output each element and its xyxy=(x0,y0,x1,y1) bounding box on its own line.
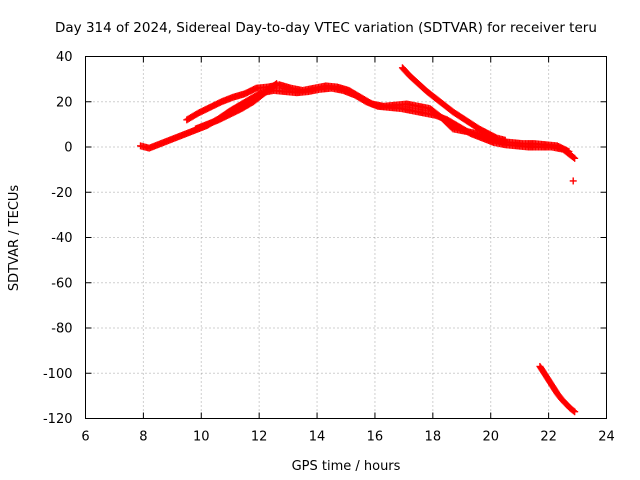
x-tick-label: 12 xyxy=(251,430,268,445)
data-point xyxy=(565,148,573,156)
x-tick-label: 16 xyxy=(367,430,384,445)
y-tick-label: -100 xyxy=(43,367,73,382)
y-axis-label: SDTVAR / TECUs xyxy=(7,185,22,292)
data-point xyxy=(571,408,579,416)
data-point xyxy=(570,407,578,415)
x-tick-label: 18 xyxy=(425,430,442,445)
y-tick-label: -20 xyxy=(51,186,72,201)
axis-ticks: 6 8 10 12 14 16 18 20 22 24 -120 -100 -80 -60 -40 -20 0 2… xyxy=(43,50,615,445)
x-tick-label: 24 xyxy=(598,430,615,445)
x-tick-label: 8 xyxy=(139,430,147,445)
data-point xyxy=(570,153,578,161)
x-axis-label: GPS time / hours xyxy=(292,459,401,474)
x-tick-label: 20 xyxy=(482,430,499,445)
data-point xyxy=(571,154,579,162)
plot-frame xyxy=(85,56,607,419)
y-tick-label: 0 xyxy=(64,141,72,156)
x-tick-label: 14 xyxy=(309,430,326,445)
data-points xyxy=(136,64,579,416)
x-tick-label: 10 xyxy=(193,430,210,445)
data-point xyxy=(273,80,281,88)
y-tick-label: 20 xyxy=(56,95,73,110)
x-tick-label: 22 xyxy=(540,430,557,445)
data-point xyxy=(271,81,279,89)
y-tick-label: -120 xyxy=(43,412,73,427)
chart-title: Day 314 of 2024, Sidereal Day-to-day VTE… xyxy=(55,20,597,36)
data-point xyxy=(569,177,577,185)
y-tick-label: -80 xyxy=(51,322,72,337)
y-tick-label: 40 xyxy=(56,50,73,65)
x-tick-label: 6 xyxy=(81,430,89,445)
grid-lines xyxy=(85,56,607,419)
y-tick-label: -60 xyxy=(51,276,72,291)
data-point xyxy=(501,136,509,144)
y-tick-label: -40 xyxy=(51,231,72,246)
